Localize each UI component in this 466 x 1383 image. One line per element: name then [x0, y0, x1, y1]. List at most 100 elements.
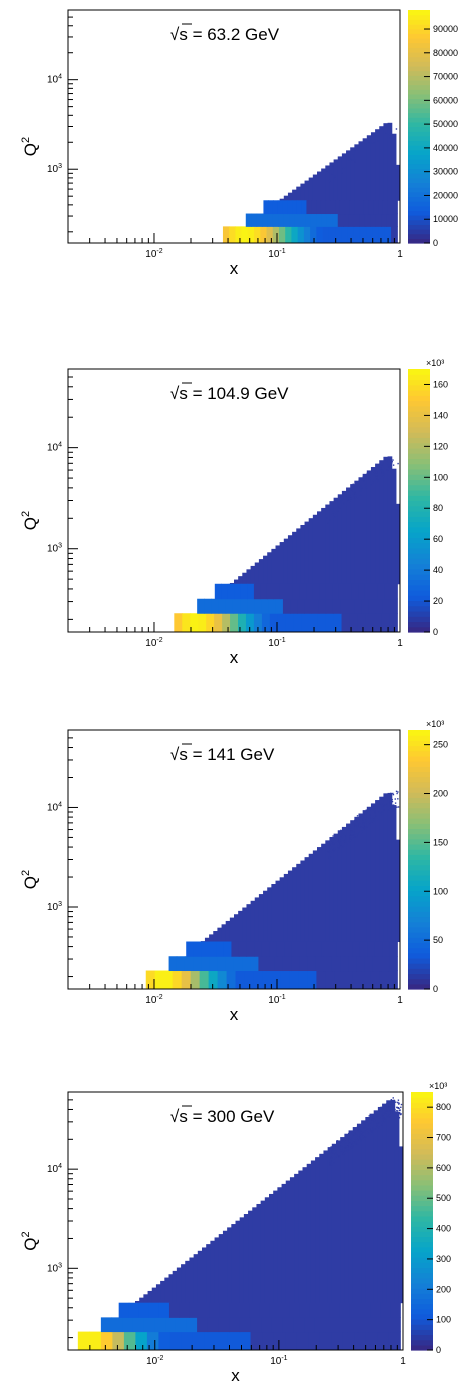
scatter-pixel [360, 831, 363, 834]
scatter-pixel [353, 491, 356, 493]
band-cell [287, 200, 293, 215]
scatter-pixel [384, 459, 386, 461]
bulk-cell [264, 1197, 270, 1304]
scatter-pixel [386, 1103, 388, 1105]
band-cell [391, 226, 398, 243]
colorbar: 0 50 100 150 200 250 ×10³ [408, 719, 448, 994]
bulk-cell [172, 1270, 178, 1304]
scatter-pixel [356, 815, 359, 817]
scatter-pixel [389, 803, 391, 806]
band-cell [301, 200, 308, 215]
scatter-pixel [366, 472, 368, 475]
scatter-pixel [376, 806, 378, 809]
scatter-pixel [398, 1117, 401, 1119]
band-cell [332, 598, 341, 614]
bulk-cell [383, 123, 389, 201]
colorbar-segment [408, 484, 430, 491]
colorbar-tick-label: 120 [433, 441, 448, 451]
scatter-pixel [342, 1147, 345, 1150]
colorbar-segment [408, 797, 430, 804]
band-cell [319, 583, 327, 600]
band-cell [197, 1317, 209, 1333]
scatter-pixel [339, 508, 342, 510]
colorbar-segment [411, 1174, 433, 1181]
scatter-pixel [343, 840, 345, 843]
band-cell [285, 1331, 298, 1350]
scatter-pixel [381, 475, 384, 477]
scatter-pixel [349, 501, 352, 504]
scatter-pixel [334, 839, 336, 841]
bulk-cell [279, 198, 285, 201]
scatter-pixel [353, 1139, 356, 1142]
band-cell [239, 1317, 252, 1333]
scatter-pixel [393, 804, 395, 806]
scatter-pixel [355, 836, 358, 838]
scatter-pixel [380, 467, 382, 469]
scatter-pixel [352, 1145, 355, 1147]
scatter-pixel [346, 1138, 349, 1140]
bulk-cell [283, 873, 289, 943]
scatter-pixel [372, 481, 374, 484]
colorbar-segment [408, 854, 430, 861]
band-cell [319, 1331, 332, 1350]
colorbar-multiplier: ×10³ [429, 1081, 447, 1091]
scatter-pixel [372, 479, 375, 482]
scatter-pixel [400, 1103, 403, 1106]
bulk-cell [395, 839, 400, 943]
band-cell [349, 613, 359, 632]
bulk-cell [308, 853, 314, 943]
scatter-pixel [348, 159, 350, 161]
band-cell [181, 970, 192, 989]
band-cell [189, 1302, 200, 1318]
y-tick-label: 104 [47, 1163, 62, 1175]
scatter-pixel [398, 1112, 400, 1114]
scatter-pixel [385, 1103, 387, 1106]
bulk-cell [391, 133, 397, 201]
band-cell [378, 226, 386, 243]
colorbar-segment [408, 173, 430, 179]
band-cell [359, 213, 366, 227]
band-cell [168, 956, 178, 972]
band-cell [390, 1302, 401, 1318]
band-cell [292, 583, 301, 600]
band-cell [145, 970, 156, 989]
band-cell [158, 1331, 171, 1350]
colorbar-tick-label: 200 [436, 1284, 451, 1294]
colorbar-segment [408, 437, 430, 444]
band-cell [392, 200, 398, 215]
scatter-pixel [387, 469, 389, 471]
colorbar-tick-label: 90000 [433, 24, 458, 34]
scatter-pixel [368, 474, 370, 476]
scatter-pixel [342, 155, 344, 157]
panel-title: √s = 104.9 GeV [170, 384, 289, 403]
scatter-pixel [353, 1128, 355, 1130]
scatter-pixel [358, 823, 360, 825]
scatter-pixel [383, 805, 385, 807]
scatter-pixel [392, 1110, 394, 1113]
bulk-cell [275, 545, 281, 585]
scatter-pixel [344, 841, 347, 843]
band-cell [283, 213, 290, 227]
scatter-pixel [341, 1149, 343, 1151]
bulk-cell [298, 1170, 304, 1304]
scatter-pixel [333, 848, 335, 851]
scatter-pixel [366, 814, 368, 816]
scatter-pixel [337, 1141, 340, 1144]
scatter-pixel [387, 1116, 389, 1118]
bulk-cell [369, 1113, 375, 1304]
colorbar-segment [408, 79, 430, 86]
scatter-pixel [350, 834, 352, 836]
bulk-cell [296, 863, 301, 943]
band-cell [377, 1331, 390, 1350]
colorbar-segment [411, 1097, 433, 1103]
scatter-pixel [374, 812, 376, 814]
scatter-pixel [381, 811, 384, 813]
bulk-cell [395, 503, 400, 585]
colorbar-segment [411, 1303, 433, 1310]
colorbar-segment [408, 589, 430, 596]
scatter-pixel [333, 499, 336, 502]
scatter-pixel [384, 125, 387, 128]
colorbar-tick-label: 40000 [433, 143, 458, 153]
colorbar: 0 100 200 300 400 500 600 700 800 ×10³ [411, 1081, 451, 1355]
band-cell [304, 1317, 316, 1333]
